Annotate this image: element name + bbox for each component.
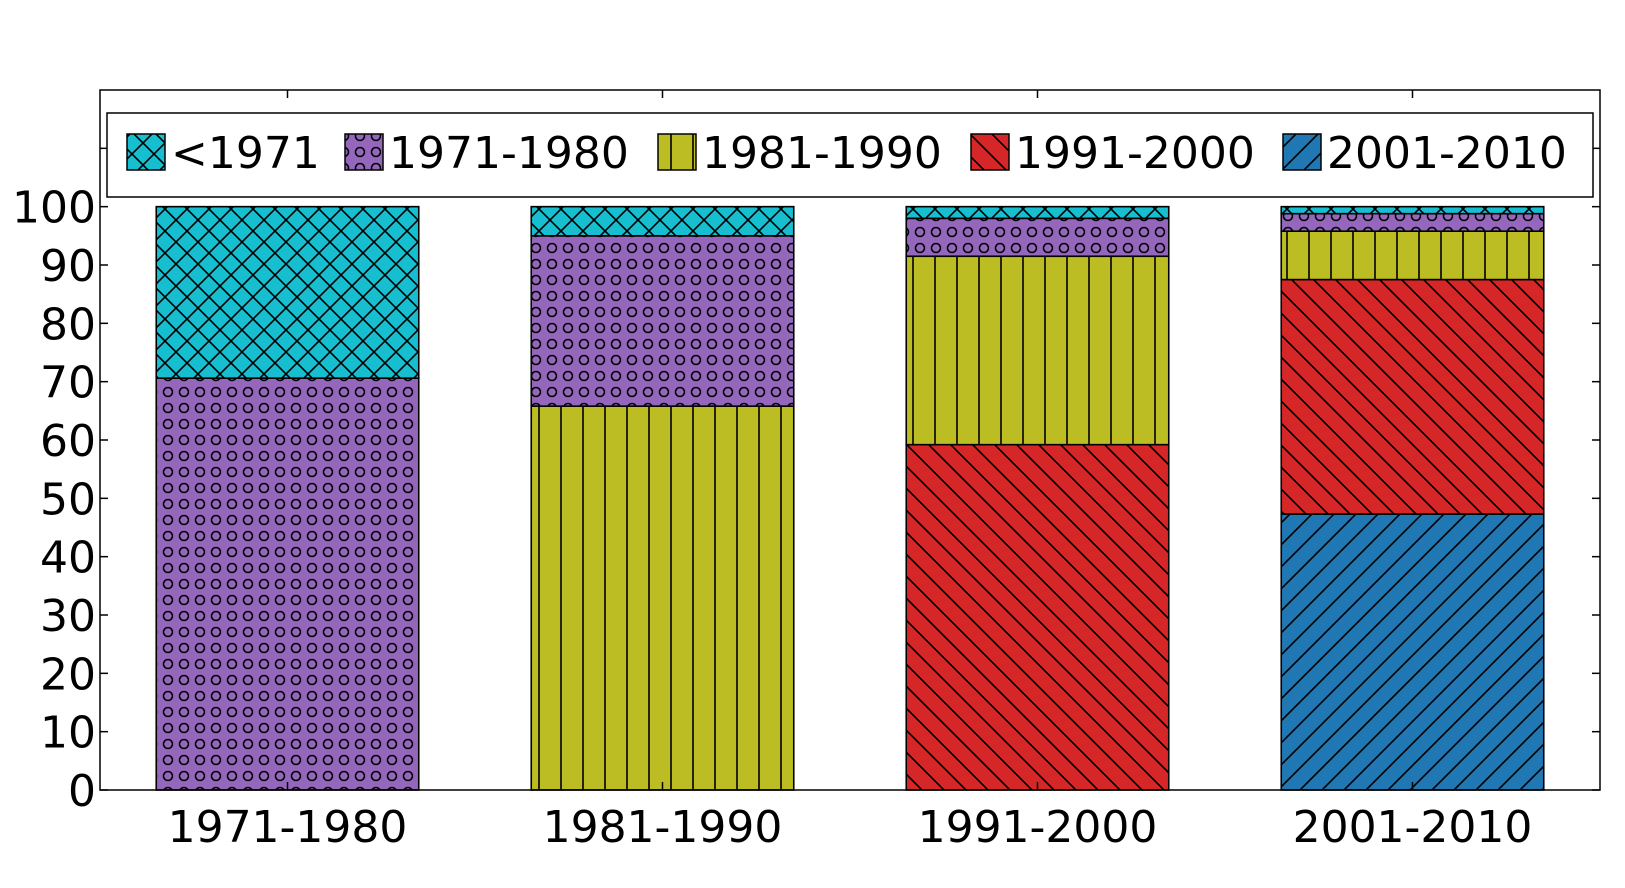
x-tick-label: 1971-1980 (168, 802, 408, 853)
bar-segment (905, 443, 1170, 791)
y-tick-label: 40 (40, 533, 96, 584)
legend-swatch (970, 133, 1010, 171)
legend-label: 1991-2000 (1015, 128, 1255, 179)
y-tick-label: 30 (40, 591, 96, 642)
y-tick-label: 10 (40, 708, 96, 759)
bar-segment (1280, 230, 1545, 281)
bar-segment (905, 205, 1170, 220)
legend-item: 1971-1980 (344, 128, 629, 179)
legend-label: 1981-1990 (702, 128, 942, 179)
bar-segment (1280, 278, 1545, 515)
bar-segment (905, 255, 1170, 446)
y-tick-label: 90 (40, 241, 96, 292)
legend-label: 1971-1980 (389, 128, 629, 179)
bars-layer (155, 205, 1545, 791)
y-tick-label: 70 (40, 358, 96, 409)
bar-segment (1280, 212, 1545, 232)
x-tick-label: 2001-2010 (1293, 802, 1533, 853)
bar-segment (530, 205, 795, 237)
legend-item: 1991-2000 (970, 128, 1255, 179)
bar-segment (530, 235, 795, 407)
bar-segment (530, 405, 795, 791)
legend-swatch (126, 133, 166, 171)
legend-item: <1971 (126, 128, 320, 179)
bar-segment (1280, 205, 1545, 215)
bar-segment (155, 205, 420, 379)
legend-swatch (1282, 133, 1322, 171)
legend-item: 2001-2010 (1282, 128, 1567, 179)
y-tick-label: 100 (12, 183, 96, 234)
legend: <1971 1971-1980 1981-1990 1991-2000 2001-201… (106, 112, 1594, 198)
legend-label: 2001-2010 (1327, 128, 1567, 179)
y-tick-label: 0 (68, 766, 96, 817)
y-tick-label: 20 (40, 649, 96, 700)
y-tick-label: 60 (40, 416, 96, 467)
bar-segment (905, 217, 1170, 258)
y-tick-label: 50 (40, 474, 96, 525)
axes-layer: 0 10 20 30 40 50 60 70 80 90 100 1971-1980 1981-1990… (12, 89, 1601, 853)
x-tick-label: 1981-1990 (543, 802, 783, 853)
bar-segment (1280, 513, 1545, 791)
legend-swatch (657, 133, 697, 171)
legend-swatch (344, 133, 384, 171)
legend-label: <1971 (171, 128, 320, 179)
y-tick-label: 80 (40, 299, 96, 350)
x-tick-label: 1991-2000 (918, 802, 1158, 853)
bar-segment (155, 377, 420, 791)
legend-item: 1981-1990 (657, 128, 942, 179)
